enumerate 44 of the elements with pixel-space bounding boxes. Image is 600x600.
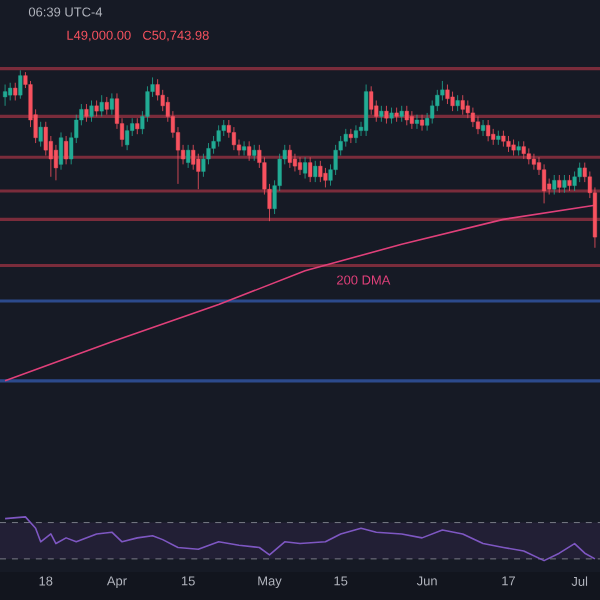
- candlestick: [231, 126, 236, 151]
- candlestick: [552, 174, 557, 195]
- candlestick: [481, 119, 486, 137]
- candlestick: [247, 140, 252, 162]
- candlestick: [318, 160, 323, 183]
- candlestick: [369, 85, 374, 116]
- candlestick: [297, 156, 303, 176]
- candlestick: [196, 153, 201, 190]
- candlestick: [531, 153, 536, 171]
- candlestick: [109, 92, 114, 116]
- candlestick: [364, 84, 369, 137]
- candlestick: [470, 107, 475, 128]
- candlestick: [89, 100, 94, 123]
- candlestick: [308, 156, 313, 183]
- candlestick: [287, 144, 292, 169]
- candlestick: [486, 119, 491, 142]
- candlestick: [303, 156, 308, 179]
- candlestick: [323, 167, 328, 188]
- candlestick: [216, 124, 221, 148]
- candlestick: [445, 84, 450, 105]
- candlestick: [409, 110, 414, 130]
- candlestick: [64, 135, 69, 165]
- candlestick: [186, 144, 191, 169]
- candlestick: [475, 116, 480, 135]
- candlestick: [450, 91, 455, 112]
- candlestick: [577, 162, 582, 183]
- candlestick: [99, 94, 104, 117]
- candlestick: [58, 132, 64, 171]
- candlestick: [348, 128, 353, 144]
- candlestick: [292, 153, 297, 172]
- candlestick: [125, 124, 130, 151]
- candlestick: [414, 114, 419, 130]
- candlestick: [242, 140, 247, 156]
- candlestick: [38, 121, 43, 148]
- candlestick: [313, 160, 318, 183]
- candlestick: [404, 105, 409, 126]
- candlestick: [18, 69, 23, 100]
- candlestick: [460, 94, 465, 116]
- candlestick: [353, 124, 358, 144]
- candlestick: [542, 163, 547, 204]
- candlestick: [3, 84, 8, 107]
- candlestick: [420, 114, 425, 132]
- candlestick: [572, 171, 577, 192]
- candlestick: [53, 144, 58, 181]
